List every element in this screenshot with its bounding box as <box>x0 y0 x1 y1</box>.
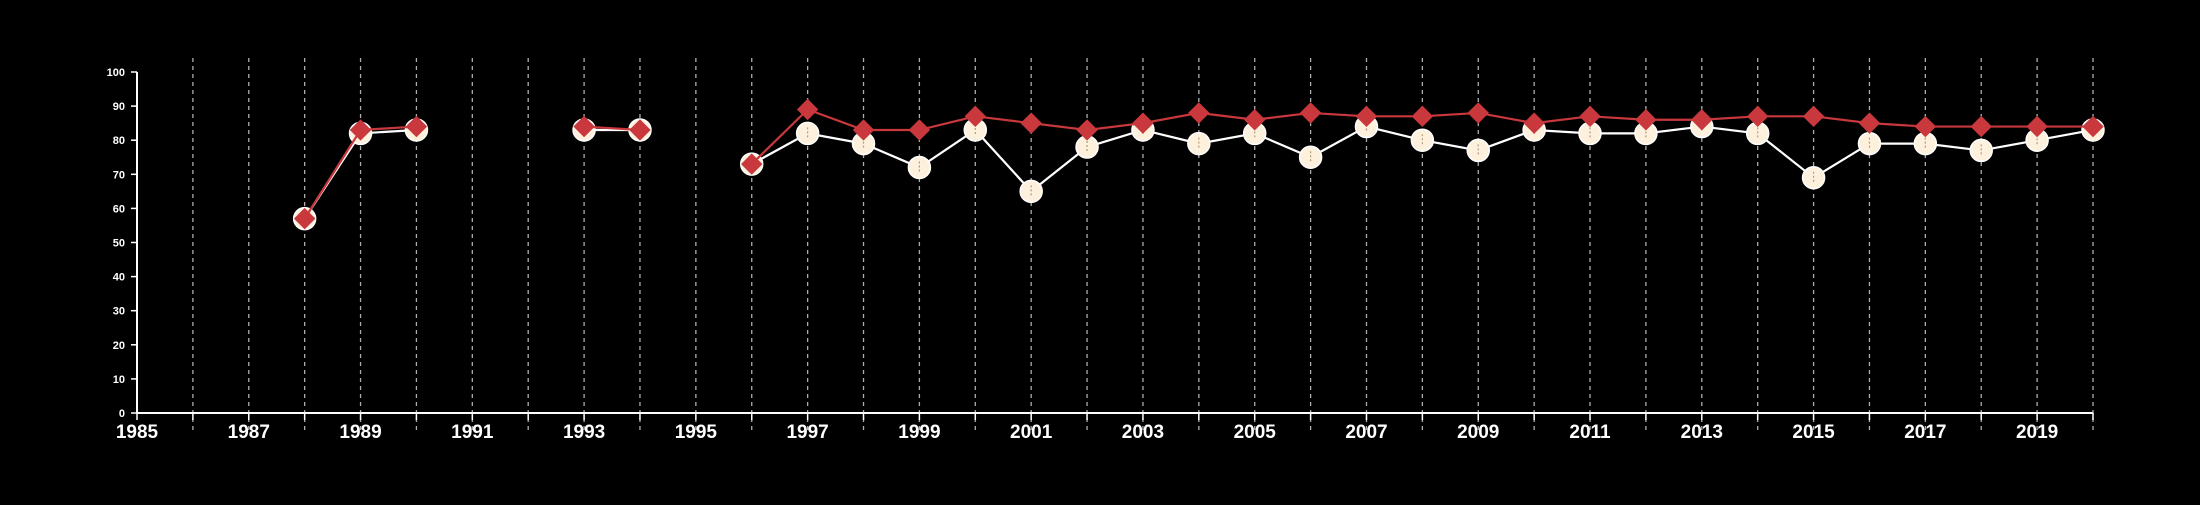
data-point <box>1020 112 1042 134</box>
x-tick-label: 2013 <box>1681 422 1723 443</box>
data-point <box>349 119 372 141</box>
data-point <box>1858 112 1881 134</box>
data-point <box>1970 115 1992 138</box>
data-point <box>1355 105 1378 128</box>
y-tick-label: 20 <box>113 340 125 352</box>
x-tick-label: 2011 <box>1569 422 1611 443</box>
y-tick-label: 0 <box>119 408 125 420</box>
gridlines <box>192 58 2094 431</box>
x-tick-label: 1991 <box>451 422 494 443</box>
data-point <box>1244 109 1266 131</box>
x-tick-label: 2015 <box>1792 422 1835 443</box>
data-point <box>1299 102 1322 124</box>
data-point <box>405 115 428 138</box>
data-point <box>1411 105 1434 128</box>
data-point <box>629 119 651 141</box>
y-tick-label: 50 <box>113 238 125 250</box>
data-point <box>1579 105 1601 128</box>
y-tick-label: 100 <box>107 67 125 79</box>
data-point <box>1691 109 1713 131</box>
data-point <box>1188 102 1210 124</box>
data-point <box>1132 112 1154 134</box>
x-tick-label: 2007 <box>1345 422 1387 443</box>
x-tick-label: 1997 <box>786 422 828 443</box>
data-point <box>1523 112 1545 134</box>
data-point <box>852 119 875 141</box>
data-point <box>1746 105 1769 128</box>
series-group <box>292 98 2105 231</box>
x-tick-label: 2001 <box>1010 422 1053 443</box>
x-tick-label: 2019 <box>2016 422 2058 443</box>
x-tick-label: 2017 <box>1904 422 1946 443</box>
y-tick-label: 70 <box>113 169 125 181</box>
data-point <box>796 98 819 121</box>
data-point <box>1635 109 1657 131</box>
x-tick-label: 1999 <box>898 422 940 443</box>
series-0 <box>292 114 2105 231</box>
data-point <box>741 153 763 175</box>
y-tick-label: 10 <box>113 374 125 386</box>
data-point <box>908 119 931 141</box>
data-point <box>1802 105 1825 128</box>
y-tick-label: 30 <box>113 306 125 318</box>
data-point <box>1914 115 1937 138</box>
y-tick-label: 40 <box>113 272 125 284</box>
y-tick-label: 90 <box>113 101 125 113</box>
x-tick-label: 1993 <box>563 422 605 443</box>
y-tick-label: 60 <box>113 203 125 215</box>
x-tick-label: 2003 <box>1122 422 1164 443</box>
y-tick-label: 80 <box>113 135 125 147</box>
data-point <box>1076 119 1098 141</box>
x-tick-label: 1985 <box>116 422 159 443</box>
data-point <box>1467 102 1489 124</box>
data-point <box>2082 115 2104 138</box>
data-point <box>2026 115 2048 138</box>
x-tick-label: 1995 <box>675 422 718 443</box>
data-point <box>573 115 595 138</box>
data-point <box>964 105 986 128</box>
axes: 0 10 20 30 40 50 60 70 80 90 100 1985 1987 1989 1991 19… <box>107 67 2094 443</box>
x-tick-label: 1987 <box>228 422 270 443</box>
data-point <box>293 207 316 230</box>
x-tick-label: 2009 <box>1457 422 1499 443</box>
x-tick-label: 1989 <box>339 422 381 443</box>
series-1 <box>293 98 2104 230</box>
x-tick-label: 2005 <box>1234 422 1277 443</box>
